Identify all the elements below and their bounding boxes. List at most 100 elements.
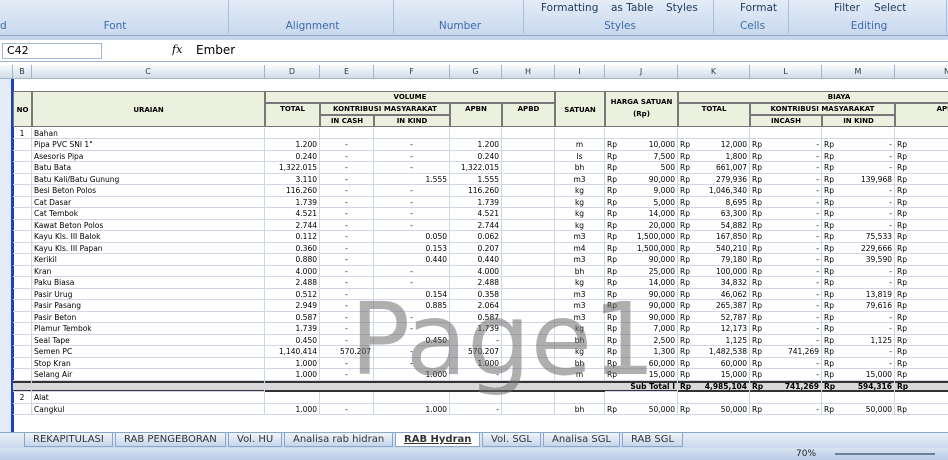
header-apbn: APBN	[450, 103, 502, 127]
cell: -	[822, 150, 895, 162]
sheet-tab[interactable]: RAB Hydran	[395, 433, 481, 447]
currency-label: Rp	[680, 186, 690, 195]
cell	[502, 323, 555, 335]
cell: -	[374, 346, 450, 358]
cell	[750, 127, 822, 139]
currency-label: Rp	[897, 312, 907, 322]
cell: -	[320, 219, 374, 231]
header-total: TOTAL	[265, 103, 320, 127]
currency-label: Rp	[607, 151, 617, 161]
sheet-tab[interactable]: Vol. HU	[228, 433, 283, 447]
cell: 14,000	[605, 208, 678, 220]
ribbon-button[interactable]: Formatting	[541, 2, 599, 14]
cell: 90,000	[605, 173, 678, 185]
cell: 0.440	[450, 254, 502, 266]
cell-no	[13, 357, 32, 369]
cell: m3	[555, 288, 605, 300]
cell-item: Bahan	[32, 127, 265, 139]
cell	[822, 392, 895, 404]
header-uraian: URAIAN	[32, 91, 265, 127]
cell: -	[450, 334, 502, 346]
currency-label: Rp	[752, 232, 762, 241]
cell: 60,000	[895, 358, 948, 369]
currency-label: Rp	[680, 197, 690, 207]
cell: -	[374, 265, 450, 277]
sheet-tab[interactable]: Analisa SGL	[543, 433, 621, 447]
cell: -	[750, 185, 822, 197]
cell-no	[13, 334, 32, 346]
cell: -	[320, 334, 374, 346]
cell: -	[750, 196, 822, 208]
header-biaya-total: TOTAL	[678, 103, 750, 127]
cell: -	[374, 277, 450, 289]
ribbon-button[interactable]: as Table	[611, 2, 654, 14]
cell: 0.440	[374, 254, 450, 266]
currency-label: Rp	[607, 324, 617, 333]
cell-item: Kerikil	[32, 254, 265, 266]
cell	[502, 346, 555, 358]
cell-item	[32, 380, 265, 392]
cell: 0.112	[265, 231, 320, 243]
cell: 3.110	[265, 173, 320, 185]
cell: -	[750, 288, 822, 300]
currency-label: Rp	[680, 404, 690, 414]
currency-label: Rp	[897, 151, 907, 161]
cell-item: Kayu Kls. III Balok	[32, 231, 265, 243]
cell-item: Batu Bata	[32, 162, 265, 174]
sheet-tab[interactable]: REKAPITULASI	[24, 433, 113, 447]
ribbon-button[interactable]: Format	[740, 2, 778, 14]
cell-no	[13, 300, 32, 312]
cell-item: Paku Biasa	[32, 277, 265, 289]
ribbon-button[interactable]: Filter	[834, 2, 861, 14]
subtotal-band	[13, 380, 948, 392]
currency-label: Rp	[680, 301, 690, 310]
currency-label: Rp	[824, 347, 834, 356]
sheet-tab[interactable]: Vol. SGL	[482, 433, 541, 447]
formula-content[interactable]: Ember	[196, 43, 236, 57]
cell: 2.064	[450, 300, 502, 312]
name-box[interactable]: C42	[2, 43, 102, 59]
cell: 1,500,000	[605, 231, 678, 243]
cell: kg	[555, 219, 605, 231]
column-header: H	[502, 65, 555, 79]
cell: -	[895, 404, 948, 415]
cell: 0.062	[450, 231, 502, 243]
sheet-tab[interactable]: RAB PENGEBORAN	[115, 433, 226, 447]
cell: kg	[555, 346, 605, 358]
ribbon-group-label: Font	[103, 20, 127, 32]
cell: 279,936	[678, 173, 750, 185]
group-separator	[393, 0, 394, 34]
ribbon-cut-label: d	[0, 20, 7, 32]
currency-label: Rp	[824, 232, 834, 241]
sheet-tab[interactable]: Analisa rab hidran	[284, 433, 394, 447]
cell: m3	[555, 231, 605, 243]
currency-label: Rp	[607, 347, 617, 356]
currency-label: Rp	[897, 209, 907, 218]
cell: 1.739	[450, 323, 502, 335]
currency-label: Rp	[680, 151, 690, 161]
cell: 1.739	[450, 196, 502, 208]
column-header: I	[555, 65, 605, 79]
cell-item: Pasir Urug	[32, 288, 265, 300]
currency-label: Rp	[752, 335, 762, 345]
currency-label: Rp	[752, 163, 762, 172]
ribbon-button[interactable]: Select	[874, 2, 907, 14]
cell-no	[13, 346, 32, 358]
cell: -	[750, 369, 822, 381]
cell: 79,180	[678, 254, 750, 266]
ribbon-button[interactable]: Styles	[666, 2, 698, 14]
currency-label: Rp	[752, 220, 762, 230]
column-header: L	[750, 65, 822, 79]
cell-no	[13, 242, 32, 254]
cell: -	[822, 219, 895, 231]
ribbon-group-label: Number	[438, 20, 482, 32]
cell: 0.450	[374, 334, 450, 346]
cell: 34,832	[895, 277, 948, 289]
cell: 540,210	[678, 242, 750, 254]
cell: 0.512	[265, 288, 320, 300]
cell-no	[13, 231, 32, 243]
header-apbd: APBD	[502, 103, 555, 127]
fx-label: fx	[172, 43, 183, 56]
currency-label: Rp	[824, 289, 834, 299]
sheet-tab[interactable]: RAB SGL	[622, 433, 684, 447]
